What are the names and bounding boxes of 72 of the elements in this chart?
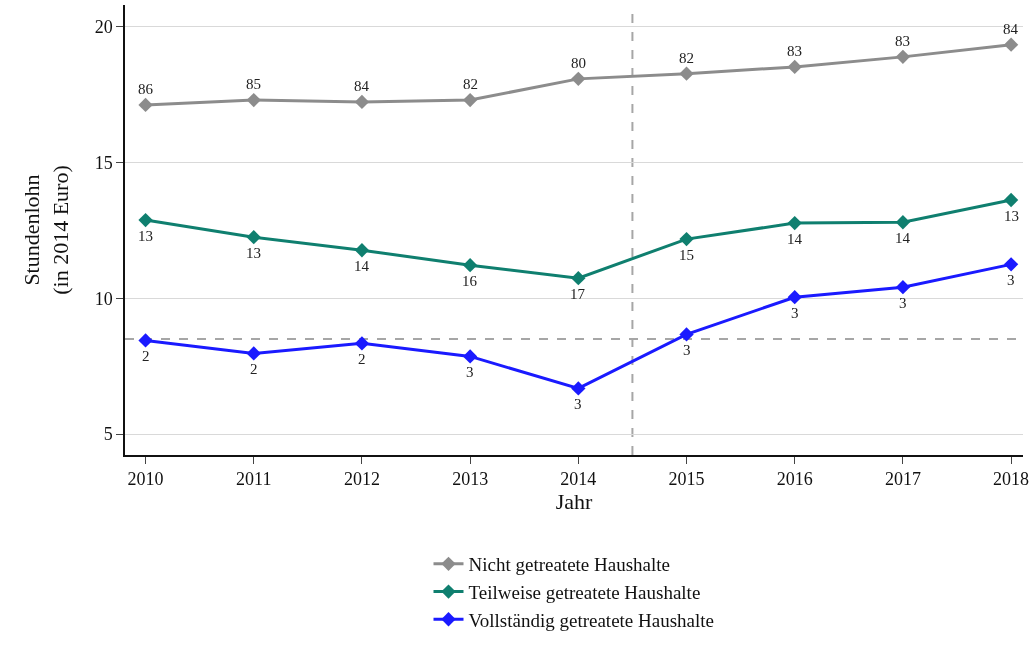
point	[462, 258, 478, 273]
annotation: 3	[574, 396, 582, 412]
annotation: 84	[354, 78, 370, 94]
annotation: 83	[895, 33, 910, 49]
legend-label: Teilweise getreatete Haushalte	[468, 581, 701, 603]
annotation: 3	[899, 295, 907, 311]
annotation: 83	[787, 43, 802, 59]
x-tick-label: 2018	[993, 469, 1030, 490]
point	[354, 336, 370, 351]
y-tick-label: 10	[94, 288, 113, 309]
annotation: 3	[466, 364, 474, 380]
annotation: 2	[142, 348, 150, 364]
x-tick-label: 2010	[127, 469, 164, 490]
annotation: 17	[570, 286, 586, 302]
point	[1003, 192, 1019, 208]
point	[246, 346, 261, 361]
point	[679, 327, 694, 342]
point	[571, 271, 586, 286]
annotation: 14	[787, 231, 803, 247]
point	[138, 212, 153, 228]
point	[462, 92, 478, 108]
x-tick-label: 2012	[343, 469, 380, 490]
legend-label: Vollständig getreatete Haushalte	[468, 609, 715, 631]
point	[246, 230, 261, 245]
point	[895, 280, 911, 295]
annotation: 13	[138, 228, 153, 244]
annotation: 2	[250, 361, 258, 377]
annotation: 3	[683, 342, 691, 358]
point	[138, 333, 153, 348]
x-tick-label: 2013	[452, 469, 489, 490]
y-tick-label: 20	[94, 17, 113, 38]
point	[787, 215, 802, 231]
x-axis-title: Jahr	[555, 489, 593, 515]
x-tick-label: 2016	[776, 469, 813, 490]
legend-label: Nicht getreatete Haushalte	[468, 554, 671, 576]
point	[895, 215, 911, 230]
point	[679, 231, 694, 247]
x-tick-label: 2011	[236, 469, 272, 490]
annotation: 16	[462, 273, 478, 289]
point	[1003, 37, 1019, 52]
point	[787, 59, 802, 75]
annotation: 14	[895, 230, 911, 246]
annotation: 82	[463, 76, 478, 92]
point	[354, 243, 370, 258]
point	[1003, 257, 1019, 272]
annotation: 3	[1007, 272, 1015, 288]
y-axis-title: Stundenlohn (in 2014 Euro)	[19, 165, 73, 295]
annotation: 80	[571, 55, 586, 71]
annotation: 15	[679, 247, 694, 263]
point	[679, 66, 694, 81]
point	[787, 290, 802, 305]
annotation: 2	[358, 351, 366, 367]
x-tick-label: 2015	[668, 469, 705, 490]
point	[895, 49, 911, 65]
annotation: 86	[138, 81, 154, 97]
y-tick-label: 15	[94, 152, 113, 173]
annotation: 82	[679, 50, 694, 66]
point	[462, 349, 478, 364]
annotation: 84	[1003, 21, 1019, 37]
annotation: 14	[354, 258, 370, 274]
point	[354, 94, 370, 110]
point	[571, 71, 586, 87]
point	[571, 381, 586, 396]
annotation: 85	[246, 76, 261, 92]
y-tick-label: 5	[103, 424, 113, 445]
point	[246, 92, 261, 108]
annotation: 13	[246, 245, 261, 261]
x-tick-label: 2017	[884, 469, 921, 490]
annotation: 3	[791, 305, 799, 321]
annotation: 13	[1004, 208, 1019, 224]
x-tick-label: 2014	[560, 469, 597, 490]
point	[138, 97, 153, 113]
